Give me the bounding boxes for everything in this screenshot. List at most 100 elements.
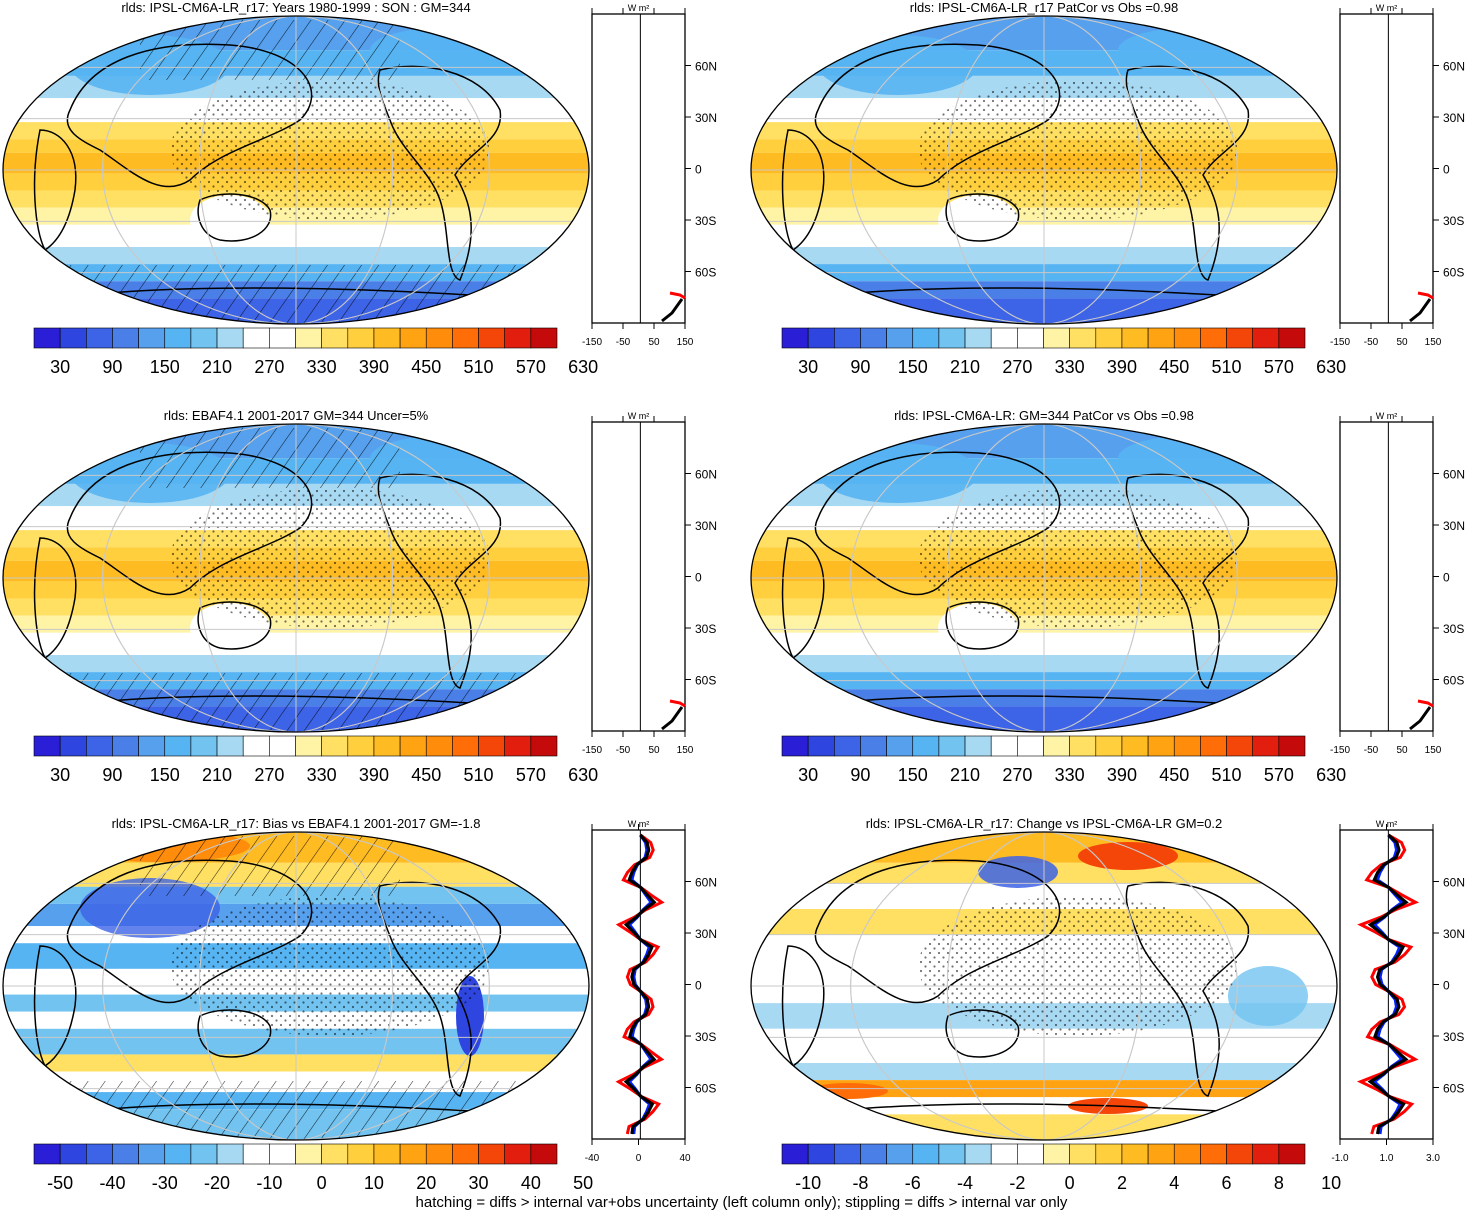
colorbar-box: [1121, 1143, 1149, 1165]
colorbar-box: [504, 735, 532, 757]
colorbar-box: [1069, 735, 1097, 757]
colorbar-box: [1278, 735, 1306, 757]
colorbar-box: [373, 735, 401, 757]
colorbar-box: [1095, 1143, 1123, 1165]
colorbar-label: 2: [1117, 1173, 1127, 1193]
colorbar-box: [269, 735, 296, 757]
profile-frame: [1339, 421, 1434, 732]
graticule-lon: [850, 424, 1238, 732]
continent-outline: [1125, 881, 1250, 1097]
panel-p3: rlds: EBAF4.1 2001-2017 GM=344 Uncer=5% 3…: [2, 408, 717, 785]
profile-xtick-label: 50: [648, 337, 660, 348]
profile-ytick-label: 60S: [695, 1082, 716, 1096]
colorbar-box: [295, 327, 322, 349]
colorbar-box: [190, 735, 218, 757]
graticule-lon: [946, 424, 1142, 732]
colorbar-box: [912, 1143, 940, 1165]
colorbar-label: 450: [411, 765, 441, 785]
colorbar-box: [216, 1143, 244, 1165]
colorbar-box: [964, 327, 992, 349]
colorbar-box: [1278, 1143, 1306, 1165]
colorbar-box: [112, 735, 139, 757]
colorbar-box: [912, 735, 940, 757]
stippling: [918, 896, 1238, 1036]
profile-ytick-label: 60S: [695, 266, 716, 280]
colorbar-box: [321, 327, 349, 349]
profile-xtick-label: -50: [1364, 337, 1379, 348]
colorbar-box: [452, 1143, 479, 1165]
zonal-profile: W m² -150 -50 50 150 60N 30N 0 30S 60S: [582, 411, 717, 756]
colorbar-box: [399, 1143, 427, 1165]
profile-xtick-label: 150: [1425, 745, 1442, 756]
colorbar-box: [86, 735, 113, 757]
profile-ytick-label: 30N: [695, 927, 717, 941]
colorbar-label: 270: [254, 357, 284, 377]
map-border: [2, 831, 590, 1141]
profile-ytick-label: 30N: [1443, 519, 1465, 533]
colorbar-box: [781, 735, 809, 757]
colorbar-box: [1252, 327, 1280, 349]
colorbar-box: [886, 735, 914, 757]
graticule-lon: [198, 832, 394, 1140]
profile-ytick-label: 60S: [1443, 674, 1464, 688]
colorbar-label: 30: [798, 765, 818, 785]
colorbar-box: [860, 1143, 887, 1165]
stippling: [918, 488, 1238, 628]
colorbar-label: 510: [464, 357, 494, 377]
colorbar-box: [1095, 735, 1123, 757]
colorbar-box: [886, 1143, 914, 1165]
colorbar-box: [990, 1143, 1018, 1165]
colorbar-label: 330: [307, 357, 337, 377]
continent-outline: [197, 601, 272, 650]
colorbar-label: 150: [150, 357, 180, 377]
continent-outline: [945, 1009, 1020, 1058]
colorbar-label: 90: [102, 357, 122, 377]
continent-outline: [781, 537, 825, 660]
colorbar-box: [1226, 735, 1253, 757]
colorbar-box: [1252, 735, 1280, 757]
colorbar-box: [425, 327, 453, 349]
profile-curve: [669, 699, 686, 708]
colorbar-label: 210: [950, 765, 980, 785]
colorbar-box: [860, 735, 887, 757]
profile-xtick-label: -50: [616, 337, 631, 348]
profile-ytick-label: 60S: [1443, 266, 1464, 280]
profile-xtick-label: 150: [677, 337, 694, 348]
colorbar-label: 450: [1159, 357, 1189, 377]
colorbar-label: 630: [568, 357, 598, 377]
footer-note: hatching = diffs > internal var+obs unce…: [415, 1194, 1068, 1211]
colorbar-label: 330: [307, 765, 337, 785]
colorbar-label: 90: [850, 765, 870, 785]
colorbar-label: 510: [1212, 357, 1242, 377]
colorbar: -10 -8 -6 -4 -2 0 2 4 6 8 10: [781, 1143, 1341, 1193]
colorbar-label: 570: [1264, 765, 1294, 785]
colorbar-box: [347, 327, 375, 349]
colorbar-box: [964, 1143, 992, 1165]
continent-outline: [1125, 65, 1250, 281]
colorbar-box: [781, 1143, 809, 1165]
colorbar-box: [807, 735, 835, 757]
colorbar: 30 90 150 210 270 330 390 450 510 570 630: [33, 327, 598, 377]
continent-outline: [33, 945, 77, 1068]
colorbar-box: [138, 327, 166, 349]
panel-title: rlds: IPSL-CM6A-LR_r17 PatCor vs Obs =0.…: [910, 0, 1178, 15]
colorbar-box: [1226, 1143, 1253, 1165]
profile-curve: [661, 298, 684, 323]
colorbar-box: [190, 1143, 218, 1165]
continent-outline: [945, 601, 1020, 650]
continent-outline: [66, 859, 313, 1004]
profile-ytick-label: 30N: [695, 111, 717, 125]
colorbar-label: 90: [850, 357, 870, 377]
colorbar-label: -50: [47, 1173, 73, 1193]
profile-ytick-label: 30N: [1443, 927, 1465, 941]
colorbar-box: [1121, 735, 1149, 757]
colorbar-box: [1200, 1143, 1227, 1165]
map-patch: [1118, 28, 1258, 72]
colorbar-box: [1173, 735, 1201, 757]
profile-units: W m²: [628, 411, 650, 421]
continent-outline: [33, 537, 77, 660]
panel-p5: rlds: IPSL-CM6A-LR_r17: Bias vs EBAF4.1 …: [2, 816, 717, 1193]
panel-p2: rlds: IPSL-CM6A-LR_r17 PatCor vs Obs =0.…: [750, 0, 1465, 377]
profile-xtick-label: 150: [1425, 337, 1442, 348]
